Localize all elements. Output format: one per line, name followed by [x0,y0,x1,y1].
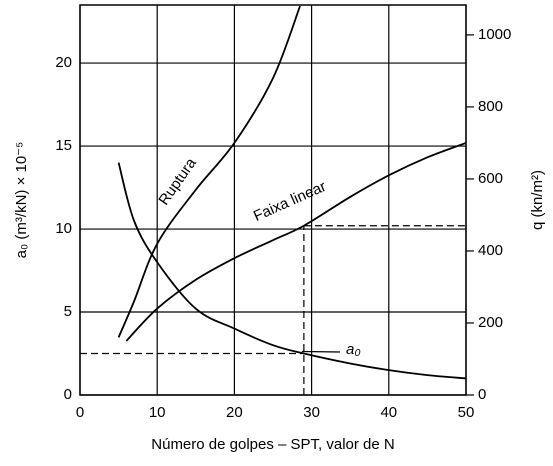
y2-axis-label: q (kn/m²) [529,170,546,230]
y2-tick-label: 600 [478,170,503,187]
y-tick-label: 5 [64,303,72,320]
series-label: Ruptura [155,154,200,208]
y2-tick-label: 1000 [478,26,511,43]
x-tick-label: 0 [76,404,84,421]
series-label: a₀ [346,341,361,358]
y-tick-label: 15 [55,137,72,154]
x-tick-label: 50 [458,404,475,421]
x-axis-label: Número de golpes – SPT, valor de N [151,436,394,453]
y-tick-label: 20 [55,54,72,71]
y2-tick-label: 200 [478,314,503,331]
y2-tick-label: 800 [478,98,503,115]
y2-tick-label: 0 [478,386,486,403]
y-tick-label: 10 [55,220,72,237]
x-tick-label: 40 [380,404,397,421]
y-axis-label: a₀ (m³/kN) × 10⁻⁵ [13,142,30,259]
series-line [119,6,300,337]
x-tick-label: 20 [226,404,243,421]
x-tick-label: 10 [149,404,166,421]
y-tick-label: 0 [64,386,72,403]
y2-tick-label: 400 [478,242,503,259]
x-tick-label: 30 [303,404,320,421]
